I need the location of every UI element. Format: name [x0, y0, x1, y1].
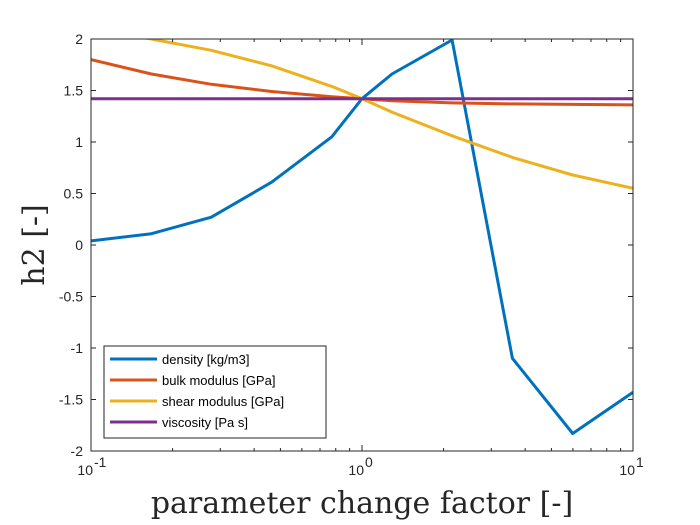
legend-label: shear modulus [GPa]	[162, 394, 284, 409]
y-tick-label: -1	[71, 340, 84, 356]
x-tick-label-base: 10	[77, 462, 93, 478]
y-tick-label: 0	[75, 237, 83, 253]
x-tick-label-base: 10	[619, 462, 635, 478]
legend-label: bulk modulus [GPa]	[162, 373, 275, 388]
tick-layer: 21.510.50-0.5-1-1.5-210 -1 10 0 10 1	[59, 31, 644, 478]
x-axis-title: parameter change factor [-]	[151, 486, 573, 521]
y-tick-label: -1.5	[59, 392, 83, 408]
x-tick-label-base: 10	[348, 462, 364, 478]
y-tick-label: 2	[75, 31, 83, 47]
y-tick-label: 1.5	[64, 83, 84, 99]
x-tick-label-exponent: 0	[365, 454, 373, 470]
y-tick-label: -0.5	[59, 289, 83, 305]
y-tick-label: 1	[75, 134, 83, 150]
y-tick-label: 0.5	[64, 186, 84, 202]
legend: density [kg/m3] bulk modulus [GPa] shear m…	[103, 345, 327, 439]
y-tick-label: -2	[71, 443, 84, 459]
legend-label: viscosity [Pa s]	[162, 415, 248, 430]
x-tick-label-exponent: 1	[636, 454, 644, 470]
series-layer	[91, 39, 633, 435]
x-tick-label-exponent: -1	[94, 454, 107, 470]
y-axis-title: h2 [-]	[17, 204, 52, 286]
legend-label: density [kg/m3]	[162, 352, 249, 367]
